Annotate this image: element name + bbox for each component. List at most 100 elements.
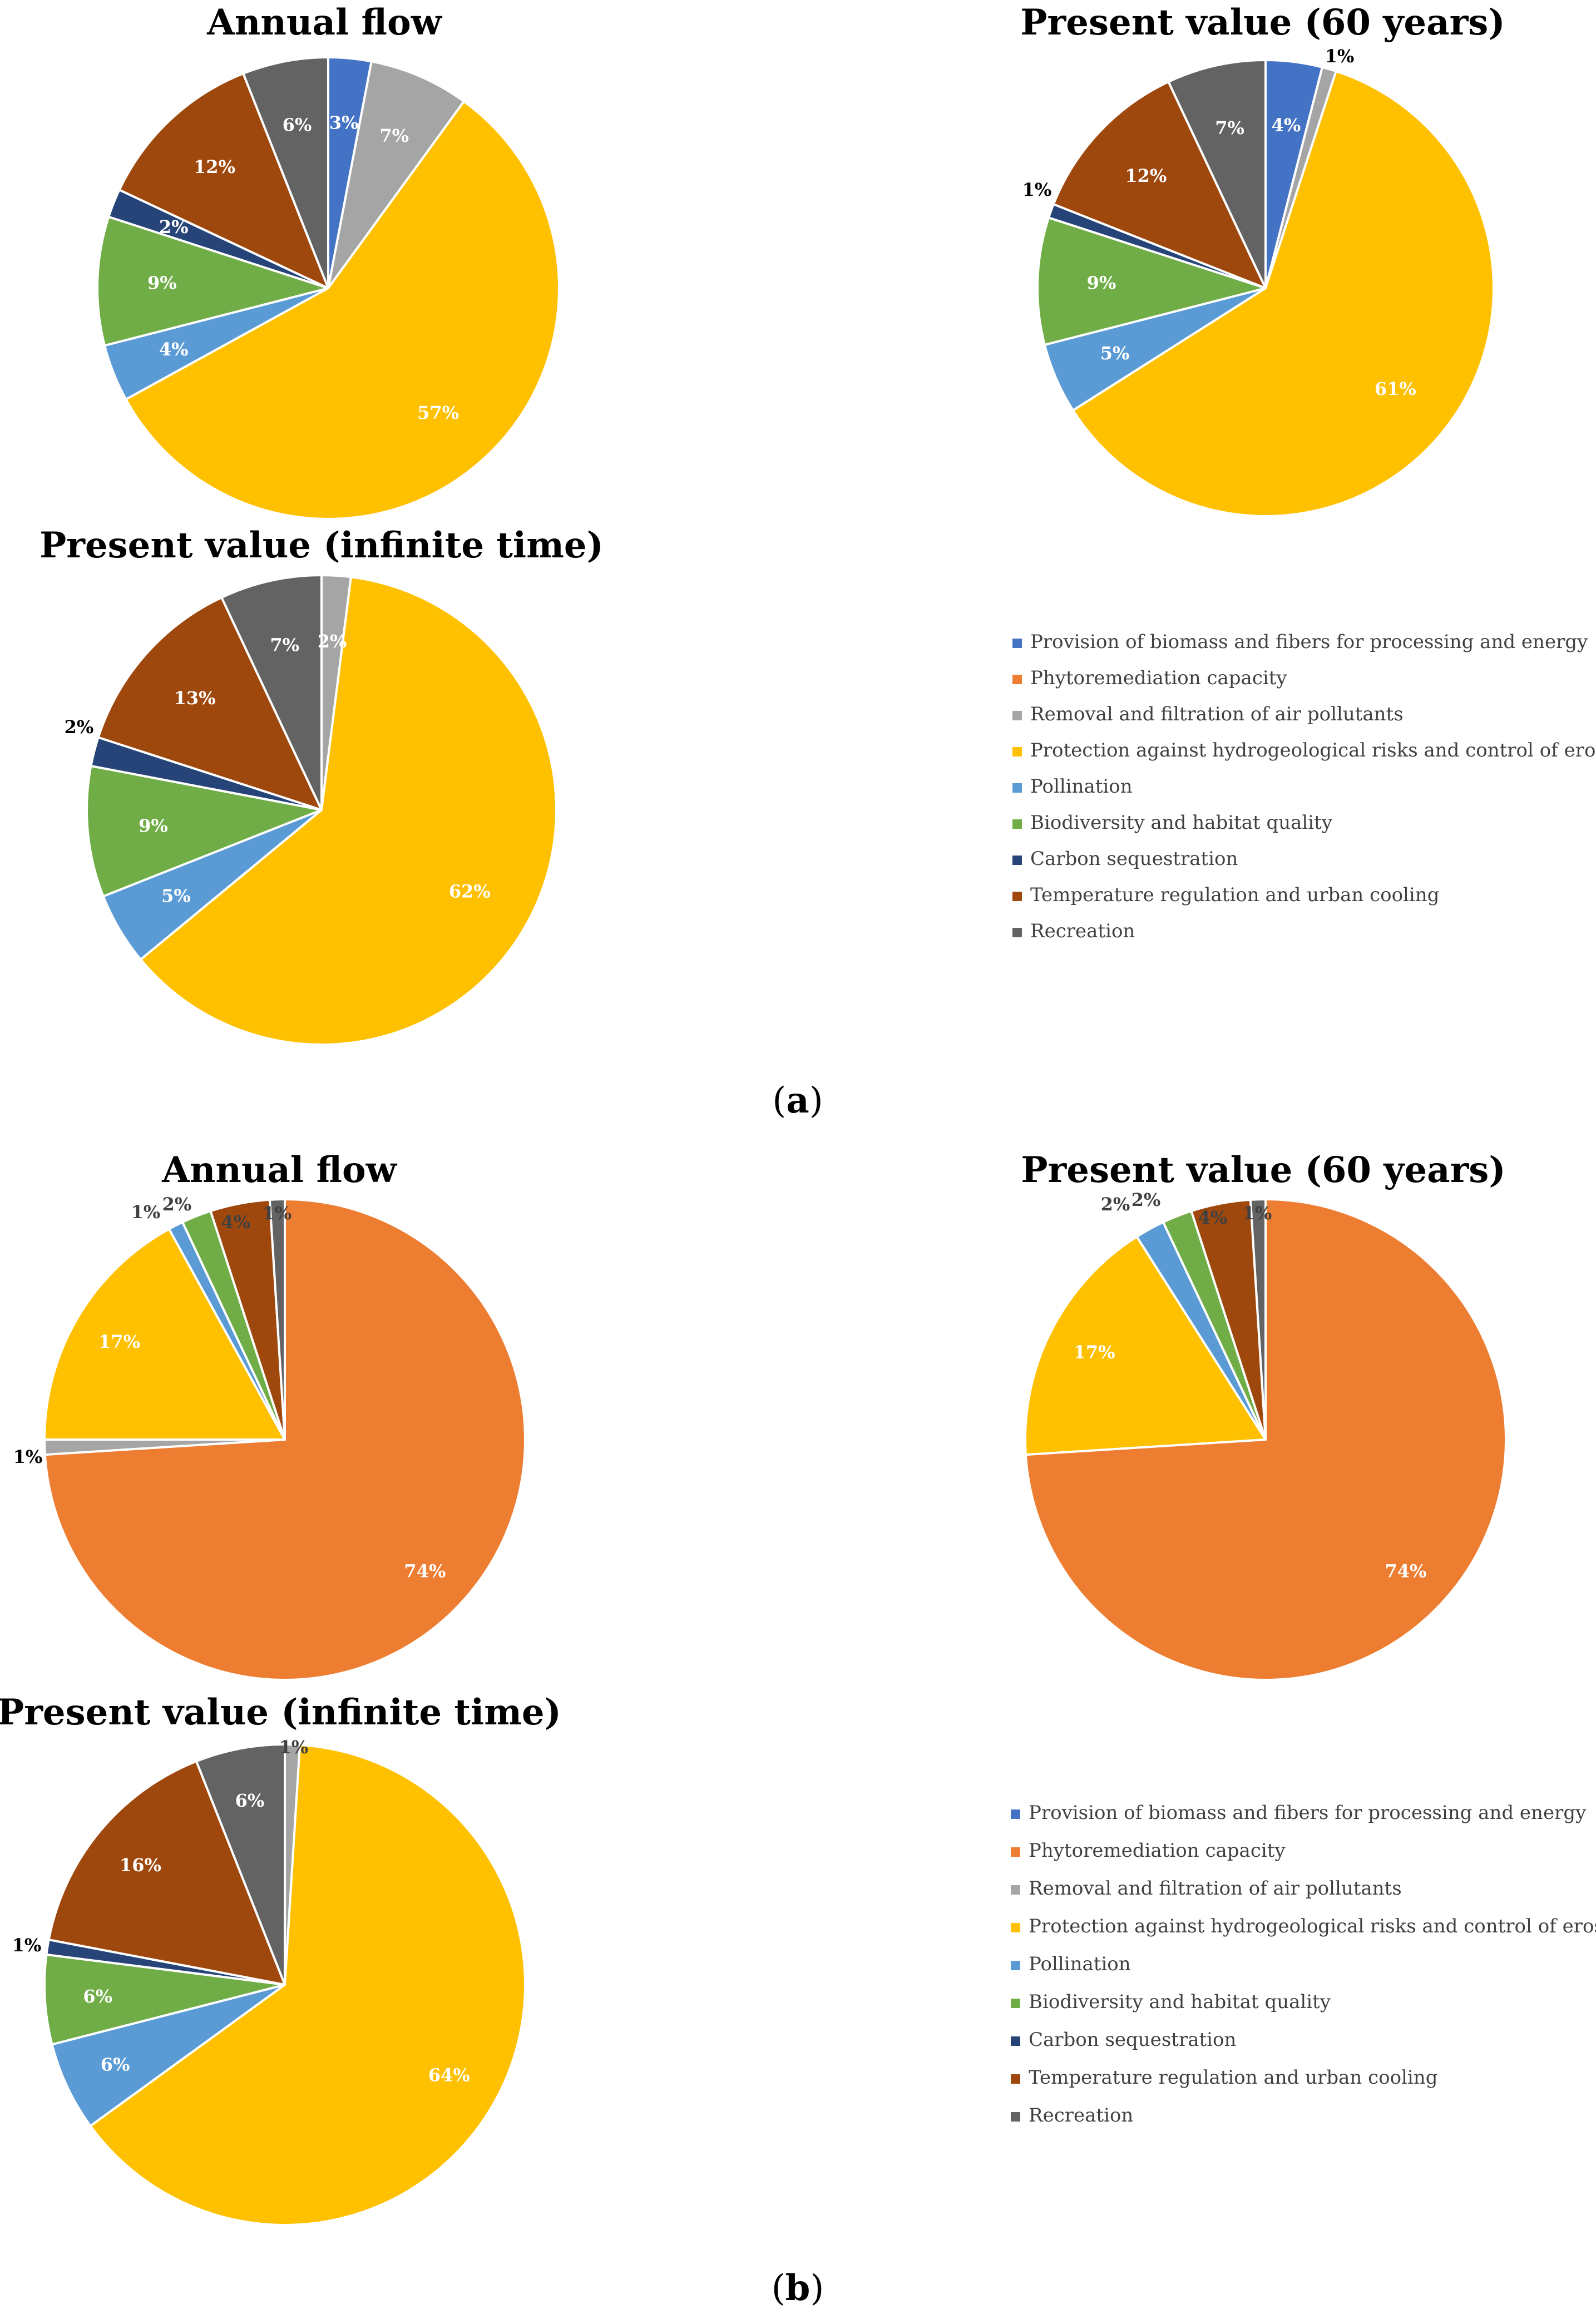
legend-item: Recreation	[1011, 2104, 1133, 2127]
legend-item: Phytoremediation capacity	[1012, 667, 1287, 689]
pie-slice-pollination	[51, 1984, 286, 2127]
pie-slice-recreation	[242, 56, 329, 289]
data-label: 9%	[139, 815, 168, 837]
legend-swatch	[1011, 1923, 1020, 1932]
chart-title: Present value (infinite time)	[39, 525, 604, 566]
legend-label: Recreation	[1029, 2104, 1133, 2127]
pie-slices	[1036, 59, 1495, 517]
pie-slice-temperature-regulation-and-urban-cooling	[97, 596, 323, 811]
data-label: 1%	[1022, 179, 1052, 200]
data-label: 2%	[159, 216, 189, 238]
pie-chart-b-present-value-infinite-time: Present value (infinite time) 1% 64% 6% 6% 1…	[0, 1692, 561, 2226]
data-label: 2%	[1101, 1194, 1130, 1215]
data-label: 2%	[65, 716, 94, 738]
legend-item: Removal and filtration of air pollutants	[1012, 703, 1404, 725]
legend-swatch	[1012, 856, 1022, 865]
legend-item: Recreation	[1012, 920, 1135, 942]
pie-slice-biodiversity-and-habitat-quality	[96, 215, 329, 347]
legend-item: Protection against hydrogeological risks…	[1011, 1915, 1596, 1937]
legend-label: Temperature regulation and urban cooling	[1030, 884, 1439, 906]
legend-item: Phytoremediation capacity	[1011, 1840, 1286, 1862]
legend-item: Temperature regulation and urban cooling	[1012, 884, 1439, 906]
legend-item: Provision of biomass and fibers for proc…	[1012, 631, 1588, 653]
data-label: 1%	[263, 1203, 292, 1224]
data-label: 3%	[329, 112, 359, 134]
pie-slices	[96, 56, 560, 520]
data-label: 9%	[147, 273, 177, 294]
pie-slice-recreation	[1249, 1198, 1267, 1441]
pie-slice-biodiversity-and-habitat-quality	[86, 764, 323, 898]
legend-swatch	[1011, 2112, 1020, 2122]
data-label: 7%	[1215, 117, 1244, 139]
legend-item: Provision of biomass and fibers for proc…	[1011, 1802, 1587, 1824]
data-label: 1%	[12, 1935, 42, 1956]
data-label: 4%	[159, 339, 189, 360]
data-label: 6%	[83, 1986, 112, 2007]
pie-labels: 74% 17% 2% 2% 4% 1%	[1074, 1189, 1427, 1582]
data-label: 4%	[1272, 115, 1301, 136]
data-label: 17%	[1074, 1342, 1115, 1363]
data-label: 74%	[404, 1561, 446, 1582]
legend-item: Carbon sequestration	[1012, 848, 1238, 870]
pie-chart-b-annual-flow: Annual flow 74%1%17%1% 2%4% 1%	[13, 1149, 526, 1681]
data-label: 1%	[1243, 1203, 1272, 1224]
pie-labels: 3% 7% 57% 4% 9% 2% 12% 6%	[147, 112, 459, 424]
legend-label: Biodiversity and habitat quality	[1029, 1991, 1331, 2013]
pie-slices	[43, 1198, 526, 1681]
legend-item: Carbon sequestration	[1011, 2029, 1236, 2051]
pie-slice-temperature-regulation-and-urban-cooling	[1052, 81, 1267, 289]
data-label: 12%	[194, 156, 235, 177]
data-label: 64%	[428, 2064, 470, 2085]
data-label: 16%	[120, 1855, 161, 1876]
legend-swatch	[1012, 675, 1022, 684]
legend-swatch	[1012, 783, 1022, 793]
pie-slice-protection-against-hydrogeological-risks-and-control-of-erosion	[125, 100, 560, 520]
legend-swatch	[1012, 711, 1022, 720]
pie-slice-protection-against-hydrogeological-risks-and-control-of-erosion	[139, 576, 558, 1046]
pie-chart-a-annual-flow: Annual flow 3% 7% 57% 4% 9% 2% 12% 6%	[96, 2, 560, 520]
chart-title: Present value (infinite time)	[0, 1692, 561, 1733]
legend-label: Protection against hydrogeological risks…	[1030, 739, 1596, 762]
pie-labels: 74%1%17%1% 2%4% 1%	[13, 1194, 446, 1582]
legend-label: Temperature regulation and urban cooling	[1029, 2066, 1437, 2089]
legend-label: Provision of biomass and fibers for proc…	[1030, 631, 1588, 653]
chart-title: Annual flow	[161, 1149, 398, 1191]
panel-label-a: (a)	[772, 1080, 823, 1121]
legend-swatch	[1011, 1847, 1020, 1857]
pie-slice-recreation	[195, 1743, 286, 1986]
legend-swatch	[1012, 747, 1022, 756]
legend-swatch	[1012, 928, 1022, 937]
panel-label-b: (b)	[772, 2267, 824, 2309]
data-label: 5%	[161, 886, 191, 907]
data-label: 1%	[131, 1202, 161, 1223]
legend-swatch	[1012, 639, 1022, 648]
data-label: 57%	[417, 402, 459, 423]
legend-swatch	[1011, 1999, 1020, 2008]
chart-title: Annual flow	[206, 2, 443, 43]
pie-labels: 1% 64% 6% 6% 1% 16% 6%	[12, 1737, 470, 2085]
data-label: 74%	[1385, 1561, 1426, 1582]
legend-label: Phytoremediation capacity	[1029, 1840, 1286, 1862]
data-label: 6%	[101, 2054, 130, 2075]
legend-a: Provision of biomass and fibers for proc…	[1012, 631, 1596, 942]
pie-labels: 4% 1% 61% 5% 9% 1% 12% 7%	[1022, 46, 1416, 399]
data-label: 17%	[98, 1331, 140, 1352]
legend-item: Biodiversity and habitat quality	[1012, 812, 1333, 834]
data-label: 7%	[270, 635, 299, 656]
data-label: 9%	[1087, 273, 1116, 294]
data-label: 13%	[174, 688, 216, 709]
pie-slice-biodiversity-and-habitat-quality	[43, 1953, 286, 2046]
legend-item: Temperature regulation and urban cooling	[1011, 2066, 1437, 2089]
data-label: 4%	[1198, 1207, 1228, 1228]
pie-chart-a-present-value-infinite-time: Present value (infinite time) 2%62%5%9%2…	[39, 525, 604, 1046]
data-label: 2%	[318, 631, 347, 652]
data-label: 2%	[162, 1194, 192, 1215]
pie-slice-temperature-regulation-and-urban-cooling	[47, 1760, 286, 1986]
data-label: 1%	[1325, 46, 1355, 67]
pie-slice-recreation	[1167, 59, 1267, 289]
legend-item: Pollination	[1012, 775, 1133, 798]
pie-slices	[86, 574, 558, 1046]
chart-title: Present value (60 years)	[1020, 2, 1505, 43]
legend-label: Removal and filtration of air pollutants	[1030, 703, 1404, 725]
